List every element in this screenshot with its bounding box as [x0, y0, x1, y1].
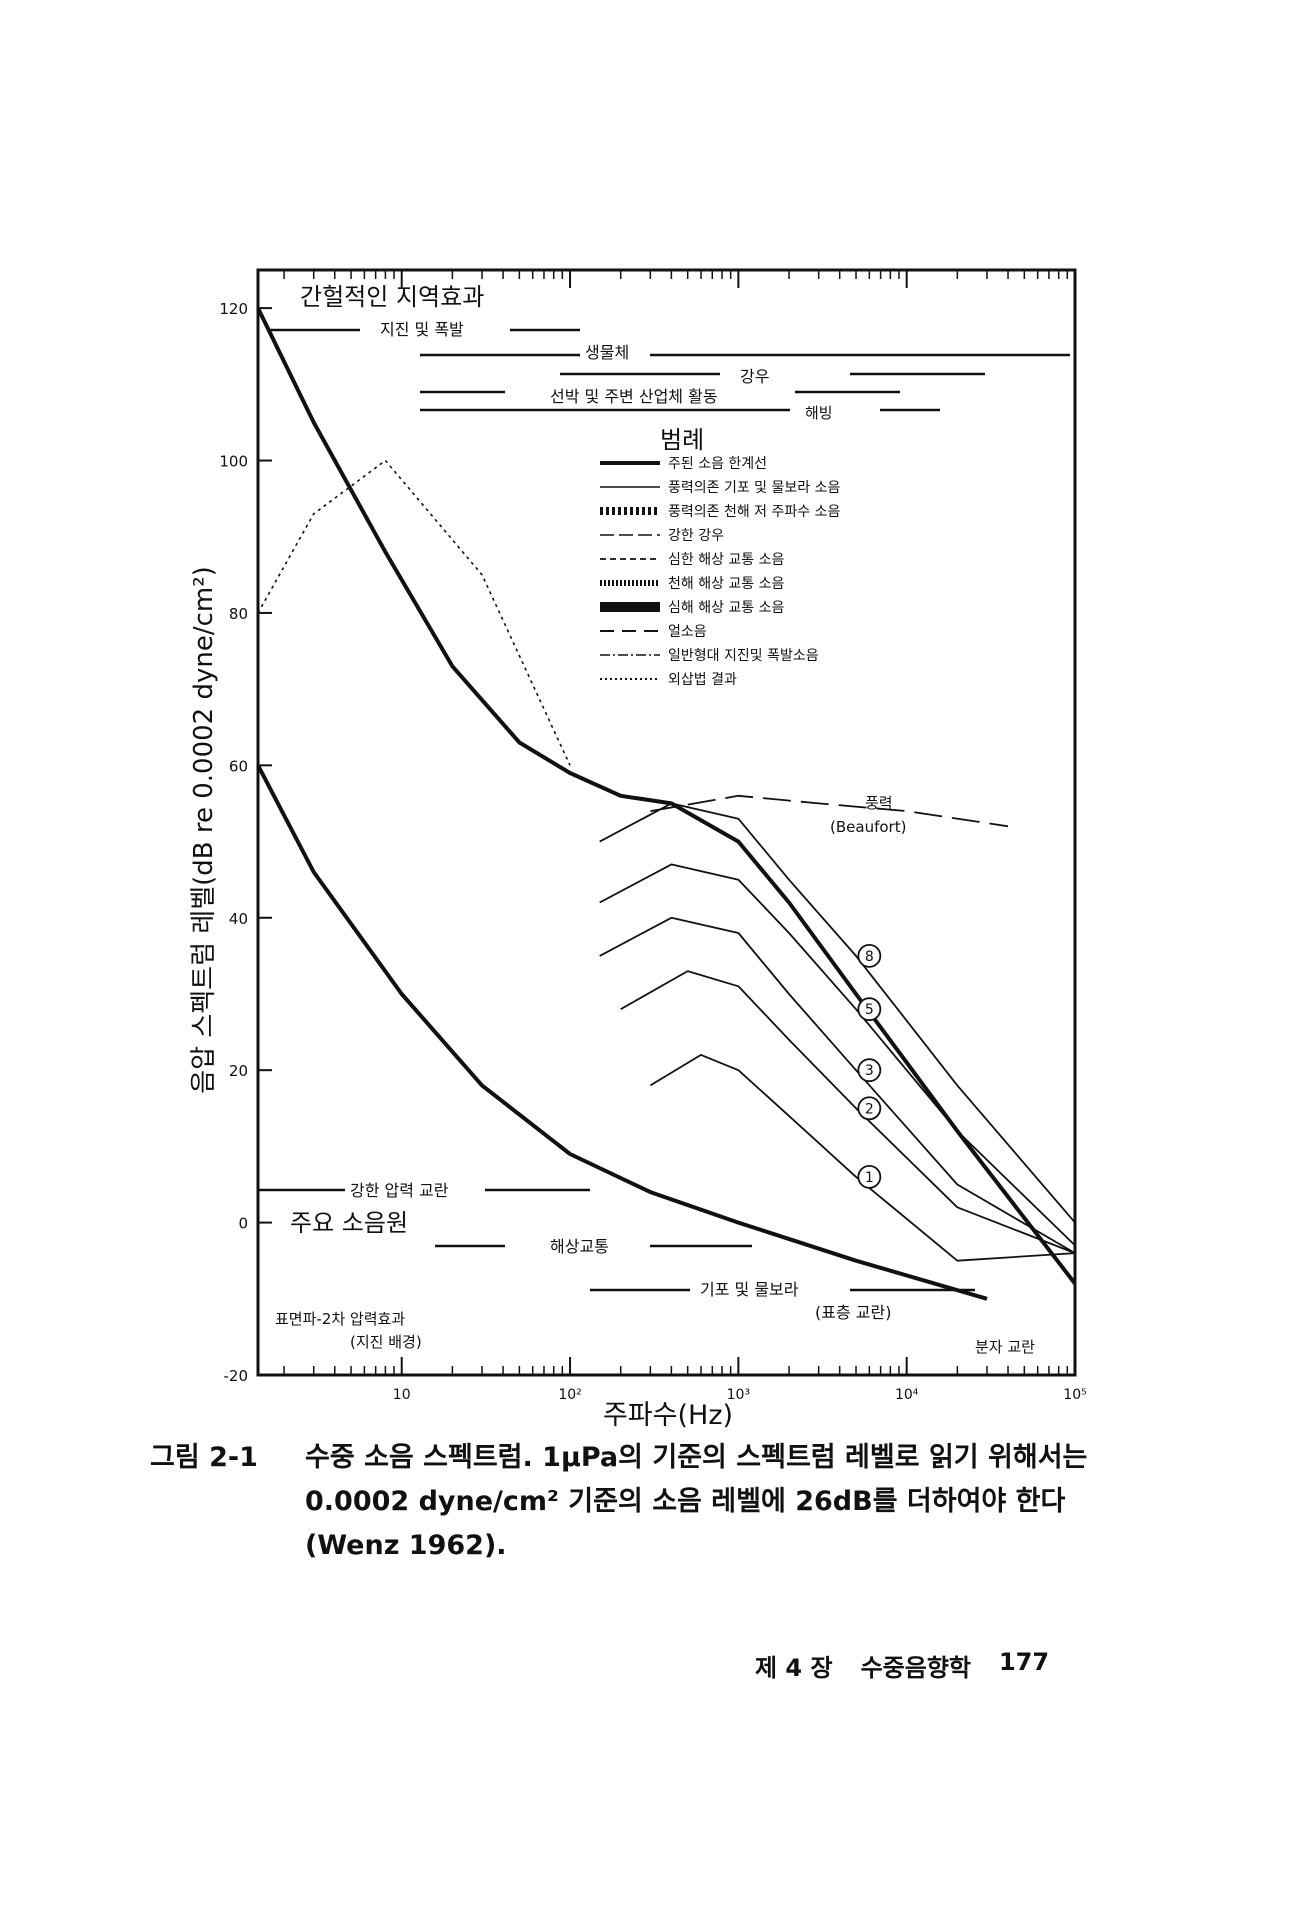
annotation-ships: 선박 및 주변 산업체 활동 — [550, 387, 718, 406]
x-tick-label: 10² — [558, 1387, 581, 1403]
legend-item: 주된 소음 한계선 — [668, 456, 767, 472]
caption-label: 그림 2-1 — [150, 1442, 258, 1473]
annotation-rain: 강우 — [740, 367, 769, 386]
series-line — [256, 307, 1077, 1285]
series-line — [599, 802, 1076, 1224]
annotation-wind-force: 풍력 — [865, 794, 893, 812]
beaufort-marker — [857, 1058, 882, 1083]
x-axis-label: 주파수(Hz) — [603, 1400, 733, 1431]
series-line — [599, 863, 1076, 1247]
annotation-bubbles: 기포 및 물보라 — [700, 1280, 799, 1299]
y-axis: 120 100 80 60 40 20 0 -20 — [219, 300, 272, 1385]
legend-item: 일반형대 지진및 폭발소음 — [668, 648, 819, 664]
legend-item: 얼소음 — [668, 624, 707, 640]
annotation-surface-turb: (표층 교란) — [815, 1303, 891, 1322]
annotation-surface-wave: 표면파-2차 압력효과 — [275, 1310, 405, 1328]
annotation-molecular: 분자 교란 — [975, 1338, 1035, 1356]
page-footer: 제 4 장 수중음향학 177 — [755, 1648, 1049, 1683]
legend-item: 풍력의존 기포 및 물보라 소음 — [668, 480, 840, 496]
annotation-shipping: 해상교통 — [550, 1237, 609, 1256]
legend-item: 풍력의존 천해 저 주파수 소음 — [668, 504, 840, 520]
x-axis: 10 10² 10³ 10⁴ 10⁵ — [283, 270, 1087, 1403]
x-tick-label: 10⁵ — [1063, 1387, 1086, 1403]
beaufort-label: 1 — [865, 1170, 874, 1186]
legend-item: 심해 해상 교통 소음 — [668, 600, 785, 616]
x-tick-label: 10 — [393, 1387, 411, 1403]
annotation-beaufort: (Beaufort) — [830, 818, 906, 836]
y-tick-label: 40 — [229, 910, 248, 928]
y-tick-label: 0 — [238, 1215, 248, 1233]
annotation-legend-title: 범례 — [660, 426, 704, 454]
y-axis-label: 음압 스펙트럼 레벨(dB re 0.0002 dyne/cm²) — [189, 566, 219, 1094]
beaufort-marker — [857, 1164, 882, 1189]
y-tick-label: 120 — [219, 300, 248, 318]
footer-title: 수중음향학 — [860, 1654, 971, 1682]
series-line — [256, 764, 988, 1301]
annotation-seismic: (지진 배경) — [350, 1333, 422, 1351]
series-line — [620, 970, 1076, 1254]
series-line — [649, 1054, 1076, 1262]
beaufort-label: 2 — [865, 1101, 874, 1117]
plot-frame — [256, 268, 1077, 1377]
beaufort-label: 3 — [865, 1063, 874, 1079]
legend-item: 외삽법 결과 — [668, 672, 737, 688]
footer-chapter: 제 4 장 — [755, 1654, 833, 1682]
series-line — [257, 459, 571, 766]
beaufort-marker — [857, 943, 882, 968]
caption-text: 수중 소음 스펙트럼. 1μPa의 기준의 스펙트럼 레벨로 읽기 위해서는 0… — [305, 1442, 1088, 1561]
annotation-biological: 생물체 — [585, 343, 629, 362]
beaufort-label: 8 — [865, 949, 874, 965]
beaufort-marker — [857, 997, 882, 1022]
series-line — [599, 916, 1076, 1254]
legend-item: 강한 강우 — [668, 528, 724, 544]
series-line — [650, 794, 1009, 828]
y-tick-label: 60 — [229, 757, 248, 775]
annotation-top-title: 간헐적인 지역효과 — [300, 283, 484, 311]
footer-page: 177 — [998, 1648, 1050, 1676]
legend-item: 심한 해상 교통 소음 — [668, 552, 785, 568]
x-tick-label: 10³ — [727, 1387, 750, 1403]
beaufort-label: 5 — [865, 1002, 874, 1018]
annotation-bottom-title: 주요 소음원 — [290, 1209, 408, 1237]
annotation-spray: 해빙 — [805, 404, 833, 422]
legend-item: 천해 해상 교통 소음 — [668, 576, 785, 592]
annotation-earthquake: 지진 및 폭발 — [380, 320, 464, 339]
y-tick-label: 100 — [219, 453, 248, 471]
beaufort-marker — [857, 1096, 882, 1121]
y-tick-label: 20 — [229, 1062, 248, 1080]
x-tick-label: 10⁴ — [895, 1387, 919, 1403]
y-tick-label: 80 — [229, 605, 248, 623]
series-layer: 8 5 3 2 1 — [256, 307, 1077, 1301]
y-tick-label: -20 — [224, 1367, 249, 1385]
annotation-turbulent: 강한 압력 교란 — [350, 1181, 449, 1200]
